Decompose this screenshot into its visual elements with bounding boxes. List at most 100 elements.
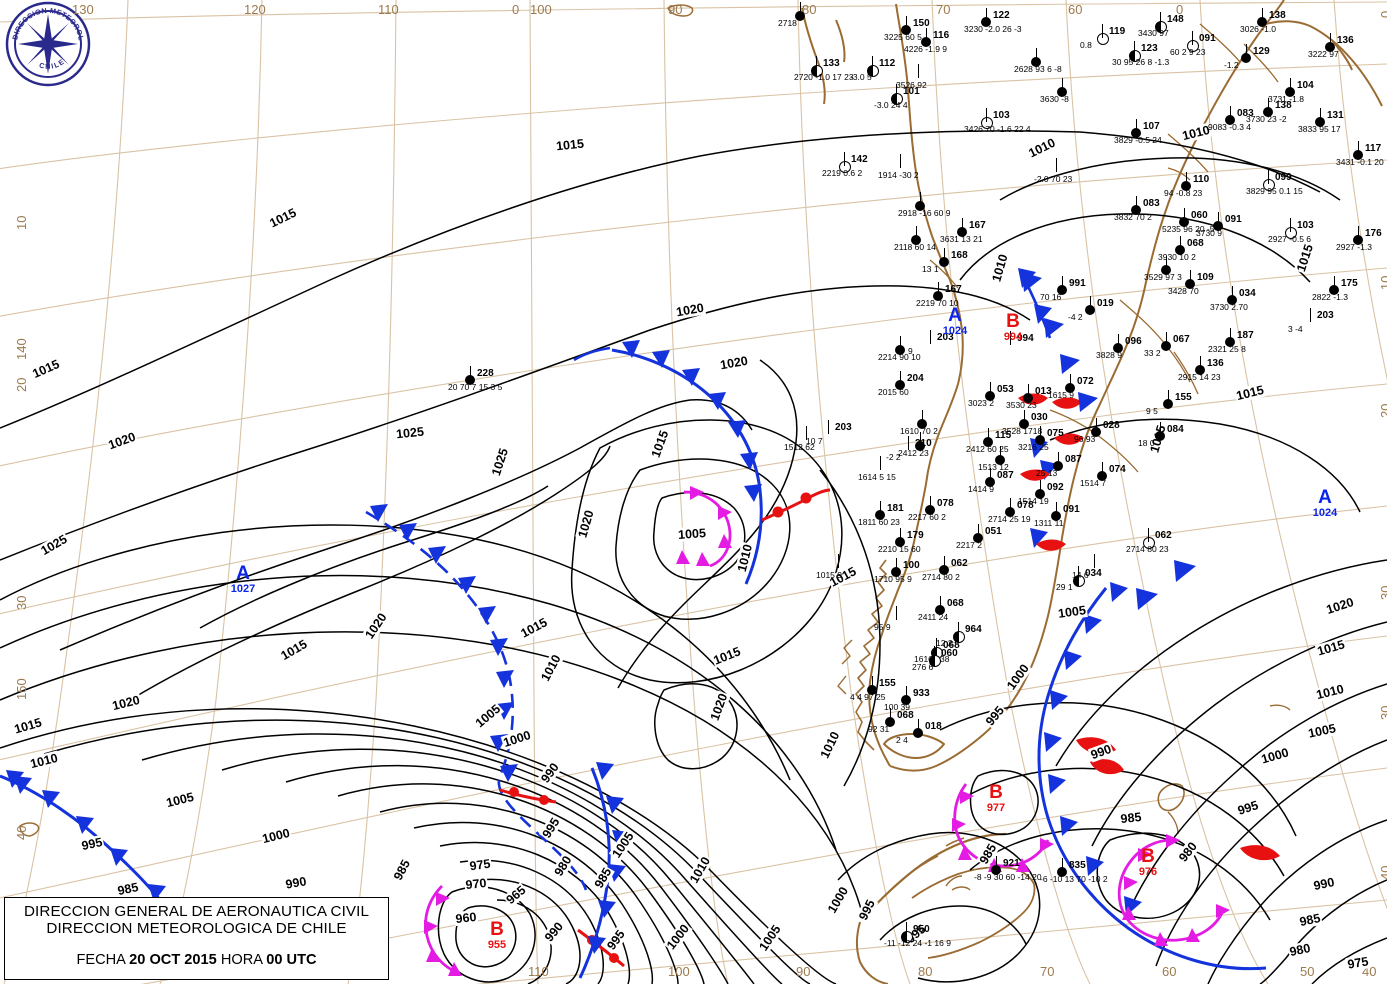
station-pressure: 175 [1341, 278, 1358, 289]
station-data: 0.8 [1080, 40, 1092, 50]
graticule-label-top: 0 [512, 2, 520, 17]
wind-barb [990, 382, 991, 396]
wind-barb [1070, 374, 1071, 388]
station-pressure: 013 [1035, 386, 1052, 397]
station-cloud-symbol [1057, 87, 1067, 97]
station-pressure: 136 [1337, 35, 1354, 46]
station-cloud-symbol [867, 685, 877, 695]
wind-barb [900, 371, 901, 385]
station-data: 2 4 [896, 735, 908, 745]
wind-barb [1268, 170, 1269, 184]
station-cloud-symbol [1285, 87, 1295, 97]
station-pressure: 084 [1167, 424, 1184, 435]
station-cloud-symbol [885, 717, 895, 727]
station-data: 3528 1718 [1002, 426, 1043, 436]
station-data: 33 2 [1144, 348, 1161, 358]
station-data: 10 7 [806, 436, 823, 446]
wind-barb [1102, 462, 1103, 476]
station-data: 3023 2 [968, 398, 994, 408]
pressure-center-low: B 994 [993, 312, 1033, 343]
station-cloud-symbol [1035, 435, 1045, 445]
date-line: FECHA 20 OCT 2015 HORA 00 UTC [76, 952, 316, 968]
date-prefix: FECHA [76, 952, 126, 968]
station-data: 3230 -2.0 26 -3 [964, 24, 1022, 34]
wind-barb [1160, 12, 1161, 26]
station-pressure: 068 [1187, 238, 1204, 249]
station-pressure: 950 [913, 924, 930, 935]
station-pressure: 068 [943, 640, 960, 651]
station-cloud-symbol [811, 65, 823, 77]
station-data: -11 -12 24 -1 16 9 [884, 938, 951, 948]
station-cloud-symbol [1225, 115, 1235, 125]
wind-barb [470, 366, 471, 380]
wind-barb [996, 856, 997, 870]
cold-front-pacific-north [573, 346, 611, 362]
station-data: 3730 2.70 [1210, 302, 1248, 312]
pressure-center-value: 994 [1003, 331, 1023, 343]
wind-barb [920, 192, 921, 206]
graticule-label-right: 30 [1378, 705, 1387, 720]
station-data: 9 5 [1146, 406, 1158, 416]
station-cloud-symbol [981, 117, 993, 129]
station-cloud-symbol [1329, 285, 1339, 295]
station-data: 18 0 [1138, 438, 1155, 448]
station-cloud-symbol [929, 655, 941, 667]
graticule-label-top: 110 [378, 2, 399, 17]
station-pressure: 030 [1031, 412, 1048, 423]
wind-barb [1180, 236, 1181, 250]
wind-barb [806, 426, 807, 440]
station-cloud-symbol [1023, 393, 1033, 403]
graticule-label-left: 20 [14, 377, 29, 392]
station-data: 1610 70 2 [900, 426, 938, 436]
station-data: 3026 -1.0 [1240, 24, 1276, 34]
station-cloud-symbol [1005, 507, 1015, 517]
station-cloud-symbol [1131, 205, 1141, 215]
station-data: -3.0 24 4 [874, 100, 908, 110]
wind-barb [944, 556, 945, 570]
graticule-label-right: 40 [1378, 865, 1387, 880]
occluded-front-deep-low [424, 885, 462, 976]
wind-barb [1166, 332, 1167, 346]
station-data: 2015 60 [878, 387, 909, 397]
graticule-label-right: 10 [1378, 275, 1387, 290]
wind-barb [1096, 418, 1097, 432]
station-data: 70 16 [1040, 292, 1062, 302]
station-cloud-symbol [911, 235, 921, 245]
wind-barb [918, 719, 919, 733]
station-data: -1.2 [1224, 60, 1239, 70]
station-data: 3 -4 [1288, 324, 1303, 334]
station-cloud-symbol [1353, 235, 1363, 245]
station-pressure: 994 [1017, 333, 1034, 344]
station-data: 9083 -0.3 4 [1208, 122, 1252, 132]
cold-front-pips [370, 504, 518, 782]
station-cloud-symbol [913, 728, 923, 738]
pressure-center-value: 976 [1138, 866, 1158, 878]
wind-barb [920, 432, 921, 446]
graticule-label-top: 120 [244, 2, 266, 17]
wind-barb [1090, 296, 1091, 310]
station-cloud-symbol [981, 17, 991, 27]
graticule-label-bottom: 60 [1162, 964, 1177, 979]
station-cloud-symbol [1155, 21, 1167, 33]
wind-barb [872, 56, 873, 70]
graticule-label-top: 80 [802, 2, 817, 17]
pressure-center-value: 955 [487, 939, 507, 951]
station-data: 3832 70 2 [1114, 212, 1152, 222]
station-pressure: 117 [1365, 143, 1382, 154]
station-pressure: 203 [1317, 310, 1334, 321]
station-data: 94 -0.8 23 [1164, 188, 1203, 198]
station-data: 2411 24 [918, 612, 949, 622]
graticule-label-top: 60 [1068, 2, 1083, 17]
station-cloud-symbol [933, 291, 943, 301]
wind-barb [930, 496, 931, 510]
station-pressure: 203 [835, 422, 852, 433]
station-data: 4226 -1.9 9 [904, 44, 948, 54]
station-cloud-symbol [901, 931, 913, 943]
wind-barb [1184, 208, 1185, 222]
station-cloud-symbol [895, 380, 905, 390]
station-cloud-symbol [1091, 427, 1101, 437]
station-data: 276 6 [912, 662, 934, 672]
station-pressure: 835 [1069, 860, 1086, 871]
wind-barb [1056, 158, 1057, 172]
station-data: 4 4 97 25 [850, 692, 886, 702]
